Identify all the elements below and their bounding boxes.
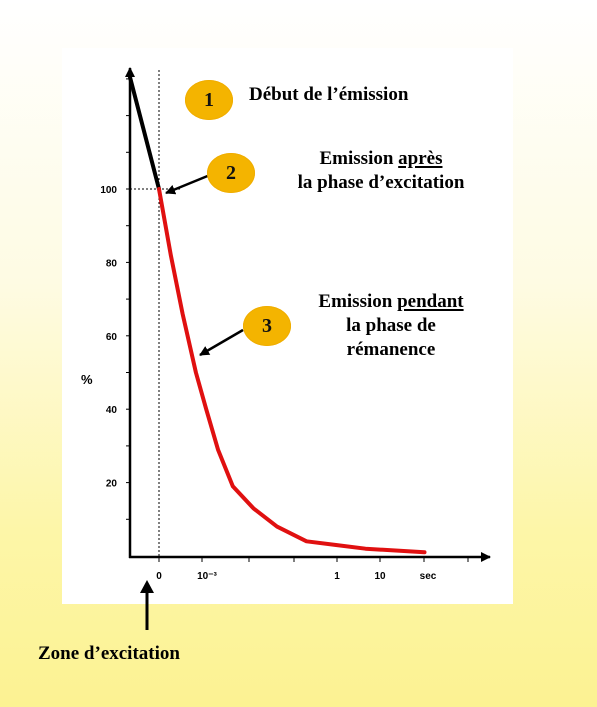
x-tick-label: 10 (374, 571, 386, 582)
data-point-remanence (216, 447, 220, 452)
decay-chart: 20 40 60 80 100% 0 10⁻³ 1 10 sec (81, 67, 491, 582)
y-tick-label: 100 (100, 185, 117, 196)
series-remanence (157, 187, 427, 555)
y-tick-label: 80 (106, 258, 118, 269)
data-point-remanence (204, 407, 208, 411)
data-point-excitation (127, 73, 132, 77)
data-point-remanence (304, 539, 309, 543)
data-point-remanence (181, 312, 185, 316)
y-axis-label: % (81, 372, 93, 387)
zone-excitation-label: Zone d’excitation (38, 643, 180, 664)
annotation-3-bubble: 3 (243, 306, 291, 346)
axes (125, 67, 491, 562)
series-excitation (127, 73, 161, 191)
data-point-remanence (251, 506, 255, 510)
annotation-arrows (165, 173, 244, 357)
data-point-remanence (275, 525, 279, 529)
x-tick-label: 10⁻³ (197, 571, 217, 582)
annotation-3-text: Emission pendant la phase de rémanence (318, 291, 464, 360)
y-tick-label: 20 (106, 479, 118, 490)
y-tick-label: 60 (106, 332, 118, 343)
data-point-remanence (422, 550, 427, 554)
x-tick-label: 0 (156, 571, 162, 582)
annotation-1-bubble: 1 (185, 80, 233, 120)
annotation-arrow-icon (199, 328, 244, 357)
data-point-remanence (231, 484, 235, 488)
annotation-1-text: Début de l’émission (249, 84, 409, 105)
annotation-2-bubble: 2 (207, 153, 255, 193)
annotation-arrow-icon (165, 173, 211, 195)
data-point-remanence (334, 543, 338, 547)
annotation-2-text: Emission après la phase d’excitation (297, 148, 465, 193)
y-tick-label: 40 (106, 405, 118, 416)
up-arrow-icon (140, 580, 154, 630)
series-lines (127, 73, 427, 555)
chart-panel: 20 40 60 80 100% 0 10⁻³ 1 10 sec (62, 48, 513, 604)
data-point-remanence (169, 253, 173, 257)
data-point-remanence (194, 370, 198, 375)
x-tick-label: 1 (334, 571, 340, 582)
x-tick-label: sec (420, 571, 437, 582)
axis-ticks: 20 40 60 80 100% 0 10⁻³ 1 10 sec (81, 78, 469, 582)
data-point-remanence (157, 187, 161, 191)
data-point-remanence (363, 547, 368, 551)
